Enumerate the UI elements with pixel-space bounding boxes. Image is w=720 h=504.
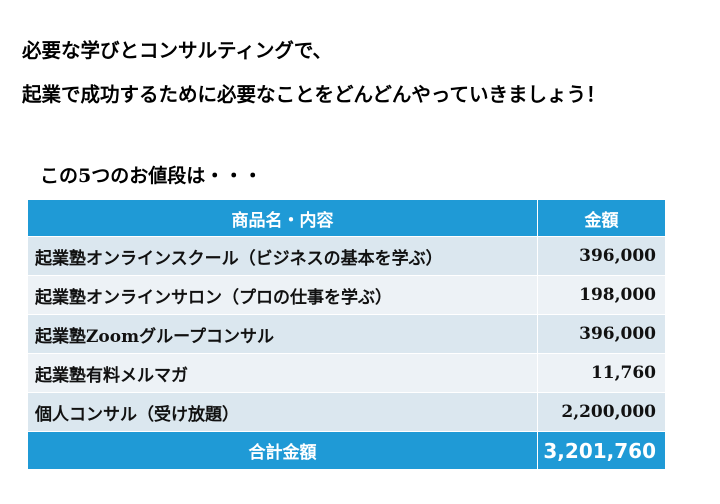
product-price: 11,760 <box>537 353 666 393</box>
product-price: 396,000 <box>537 314 666 354</box>
total-value: 3,201,760 <box>537 431 666 470</box>
product-name: 起業塾Zoomグループコンサル <box>27 314 538 354</box>
product-price: 396,000 <box>537 236 666 276</box>
table-header-row: 商品名・内容 金額 <box>27 199 666 237</box>
table-row: 個人コンサル（受け放題） 2,200,000 <box>27 392 666 432</box>
product-price: 198,000 <box>537 275 666 315</box>
price-intro-text: この5つのお値段は・・・ <box>40 165 263 187</box>
table-row: 起業塾オンラインサロン（プロの仕事を学ぶ） 198,000 <box>27 275 666 315</box>
total-row: 合計金額 3,201,760 <box>27 431 666 470</box>
table-row: 起業塾Zoomグループコンサル 396,000 <box>27 314 666 354</box>
heading-line-1: 必要な学びとコンサルティングで、 <box>22 39 333 62</box>
product-price: 2,200,000 <box>537 392 666 432</box>
heading-line-2: 起業で成功するために必要なことをどんどんやっていきましょう！ <box>22 83 606 106</box>
product-name: 個人コンサル（受け放題） <box>27 392 538 432</box>
table-row: 起業塾オンラインスクール（ビジネスの基本を学ぶ） 396,000 <box>27 236 666 276</box>
total-label: 合計金額 <box>27 431 538 470</box>
price-table: 商品名・内容 金額 起業塾オンラインスクール（ビジネスの基本を学ぶ） 396,0… <box>27 199 666 470</box>
column-header-price: 金額 <box>537 199 666 237</box>
product-name: 起業塾有料メルマガ <box>27 353 538 393</box>
product-name: 起業塾オンラインスクール（ビジネスの基本を学ぶ） <box>27 236 538 276</box>
product-name: 起業塾オンラインサロン（プロの仕事を学ぶ） <box>27 275 538 315</box>
column-header-product: 商品名・内容 <box>27 199 538 237</box>
table-row: 起業塾有料メルマガ 11,760 <box>27 353 666 393</box>
